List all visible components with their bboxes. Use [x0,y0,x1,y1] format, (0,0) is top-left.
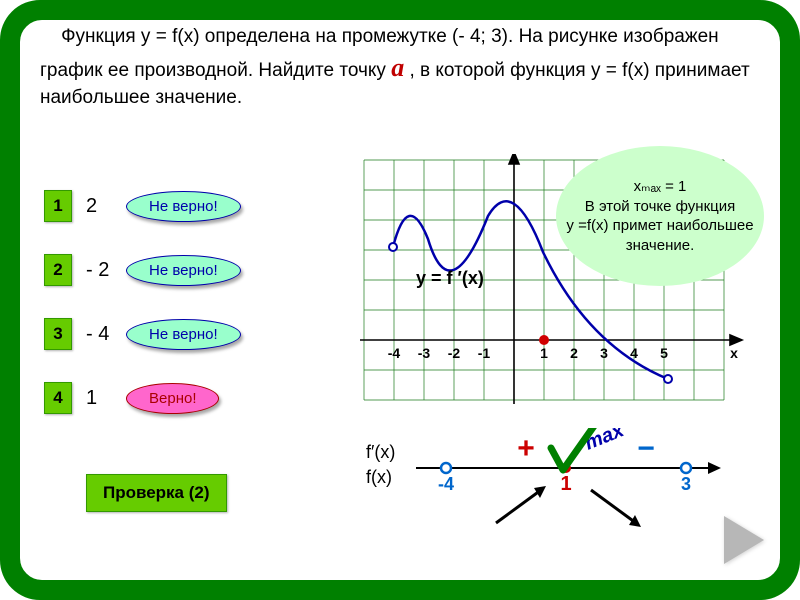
answer-button-2[interactable]: 2 [44,254,72,286]
svg-text:5: 5 [660,345,668,361]
svg-text:-2: -2 [448,345,461,361]
hint-ellipse: xₘₐₓ = 1 В этой точке функция y =f(x) пр… [556,146,764,286]
f-label: f(x) [366,467,392,487]
svg-text:2: 2 [570,345,578,361]
feedback-wrong: Не верно! [126,319,241,350]
sign-line: f′(x) f(x) -4 1 3 + − max [356,428,756,548]
question-text: Функция y = f(x) определена на промежутк… [40,24,760,110]
hint-line2: В этой точке функция [585,198,735,215]
answers-block: 1 2 Не верно! 2 - 2 Не верно! 3 - 4 Не в… [44,188,241,444]
answer-button-3[interactable]: 3 [44,318,72,350]
answer-value: 2 [86,195,126,218]
answer-row: 2 - 2 Не верно! [44,252,241,288]
answer-row: 1 2 Не верно! [44,188,241,224]
feedback-right: Верно! [126,383,219,414]
hint-line3: y =f(x) примет наибольшее значение. [566,217,753,254]
fprime-label: f′(x) [366,442,395,462]
svg-text:3: 3 [600,345,608,361]
answer-value: - 2 [86,259,126,282]
svg-text:+: + [517,432,535,465]
answer-value: - 4 [86,323,126,346]
svg-text:-4: -4 [388,345,401,361]
answer-value: 1 [86,387,126,410]
svg-text:3: 3 [681,474,691,494]
answer-row: 3 - 4 Не верно! [44,316,241,352]
axis-x-label: х [730,345,738,361]
feedback-wrong: Не верно! [126,255,241,286]
next-slide-button[interactable] [724,516,764,564]
root-point [539,335,549,345]
svg-text:1: 1 [540,345,548,361]
answer-button-1[interactable]: 1 [44,190,72,222]
hint-line1: xₘₐₓ = 1 [634,178,687,195]
answer-button-4[interactable]: 4 [44,382,72,414]
svg-text:-1: -1 [478,345,491,361]
question-variable: a [391,53,404,82]
svg-text:1: 1 [560,473,571,495]
curve-label: y = f ′(x) [416,268,484,288]
svg-text:−: − [637,432,655,465]
svg-text:-3: -3 [418,345,431,361]
answer-row: 4 1 Верно! [44,380,241,416]
check-button[interactable]: Проверка (2) [86,474,227,512]
svg-text:-4: -4 [438,474,454,494]
feedback-wrong: Не верно! [126,191,241,222]
